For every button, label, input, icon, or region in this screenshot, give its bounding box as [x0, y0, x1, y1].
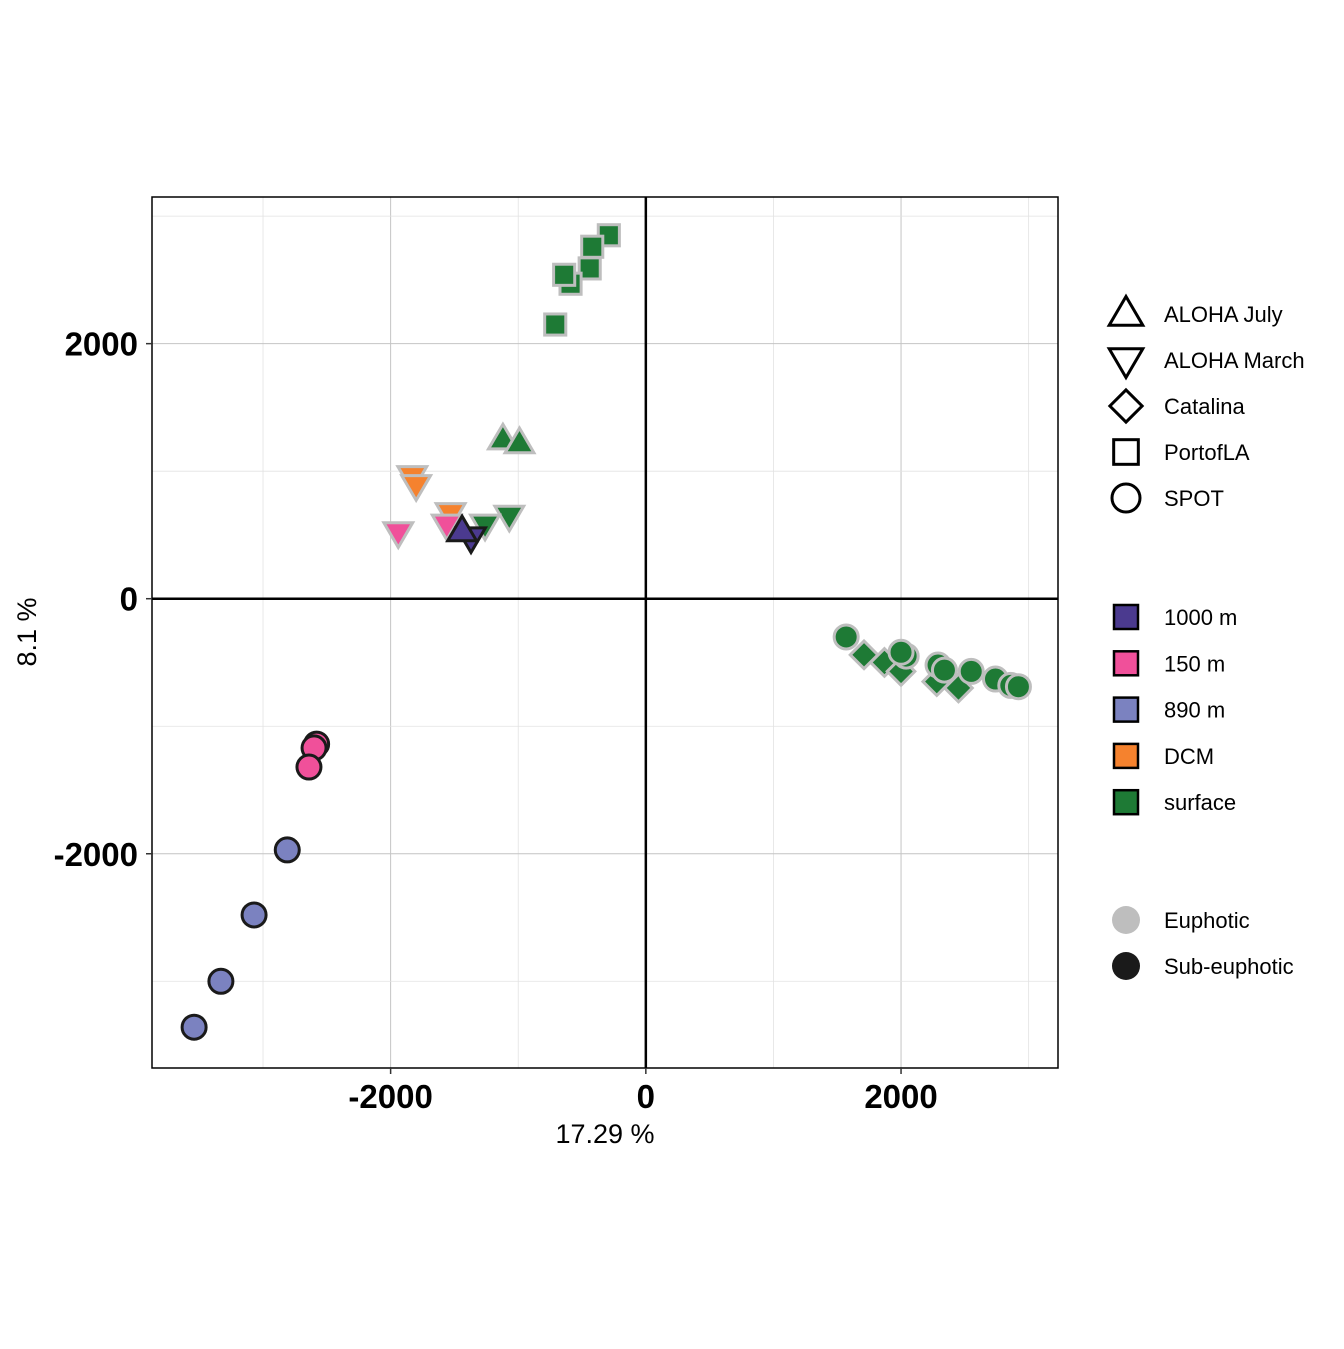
x-tick-label: -2000 [348, 1078, 432, 1115]
legend-depth-label: 890 m [1164, 698, 1225, 723]
data-point [848, 638, 880, 671]
legend-site: ALOHA July ALOHA March Catalina PortofLA SPO… [1106, 293, 1305, 514]
y-tick-label: 2000 [65, 326, 138, 363]
x-axis-title: 17.29 % [555, 1119, 654, 1149]
legend-shape-key [1106, 293, 1146, 327]
data-point [832, 623, 860, 651]
legend-shape-label: ALOHA March [1164, 348, 1305, 373]
axis-ticks: -2000 0 2000 -2000 0 2000 [54, 326, 938, 1115]
data-point [381, 521, 416, 551]
legend-shape-label: PortofLA [1164, 440, 1250, 465]
data-point [502, 425, 537, 455]
legend-depth-key [1112, 603, 1140, 631]
data-point [887, 638, 915, 666]
data-point [399, 474, 434, 504]
data-point [577, 256, 602, 281]
data-point [180, 1013, 208, 1041]
legend-shape-label: Catalina [1164, 394, 1245, 419]
data-point [957, 657, 985, 685]
x-tick-label: 2000 [864, 1078, 937, 1115]
legend-zone-label: Euphotic [1164, 908, 1250, 933]
legend-shape-label: SPOT [1164, 486, 1224, 511]
legend-depth-key [1112, 696, 1140, 723]
x-tick-label: 0 [637, 1078, 655, 1115]
legend-shape-key [1112, 438, 1140, 466]
legend-zone-key [1112, 906, 1140, 934]
data-point [445, 513, 480, 543]
legend-depth-label: surface [1164, 790, 1236, 815]
legend-zone-key [1112, 952, 1140, 980]
data-point [930, 656, 958, 684]
legend-depth-key [1112, 742, 1140, 770]
legend-depth: 1000 m 150 m 890 m DCM surface [1112, 603, 1237, 816]
legend-shape-label: ALOHA July [1164, 302, 1283, 327]
data-point [1004, 673, 1032, 701]
data-point [580, 234, 605, 259]
legend-depth-key [1112, 650, 1140, 677]
legend-depth-label: 1000 m [1164, 605, 1237, 630]
legend-shape-key [1107, 387, 1145, 425]
data-point [240, 901, 268, 929]
data-point [273, 836, 301, 864]
legend-depth-key [1112, 788, 1140, 816]
plot-border [151, 196, 1059, 1069]
data-point [543, 312, 568, 337]
y-tick-label: 0 [120, 581, 138, 618]
legend-depth-label: DCM [1164, 744, 1214, 769]
legend-zone: Euphotic Sub-euphotic [1112, 906, 1294, 980]
plot-background [152, 197, 1058, 1068]
data-point [492, 504, 527, 534]
legend-depth-label: 150 m [1164, 651, 1225, 676]
y-axis-title: 8.1 % [12, 597, 42, 666]
zero-lines [152, 197, 1058, 1068]
data-points [180, 223, 1032, 1041]
legend-zone-label: Sub-euphotic [1164, 954, 1294, 979]
legend-shape-key [1110, 482, 1142, 514]
data-point [552, 262, 577, 287]
data-point [295, 753, 323, 781]
legend-shape-key [1106, 347, 1146, 381]
data-point [207, 967, 235, 995]
y-tick-label: -2000 [54, 836, 138, 873]
